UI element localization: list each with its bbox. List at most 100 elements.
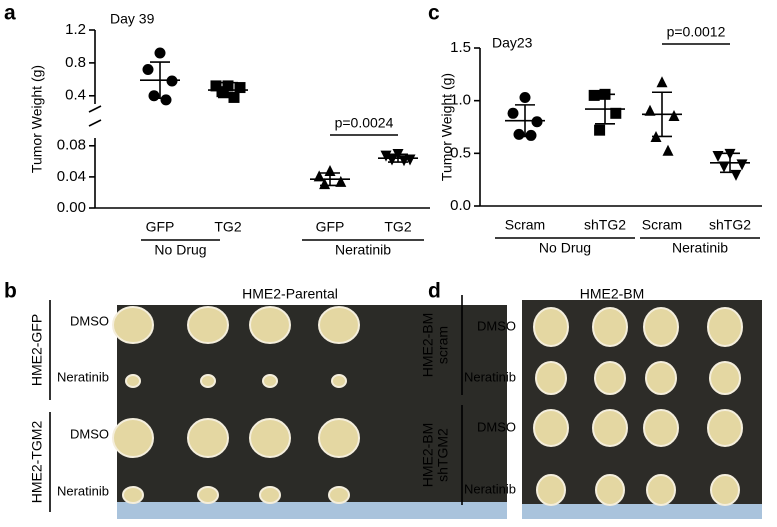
tumor <box>592 409 628 447</box>
axis-break <box>88 105 102 113</box>
tumor <box>112 418 154 458</box>
x-tick-label: shTG2 <box>584 217 626 233</box>
group-label: HME2-BM <box>420 423 436 488</box>
panel-letter: d <box>428 280 441 303</box>
y-tick-label: 1.5 <box>450 39 471 56</box>
x-tick-label: GFP <box>146 219 175 235</box>
row-label: Neratinib <box>57 369 109 384</box>
tumor <box>112 306 154 344</box>
data-point <box>324 164 336 176</box>
row-label: Neratinib <box>464 369 516 384</box>
tumor <box>645 361 677 395</box>
data-point <box>513 128 525 140</box>
data-point <box>519 92 531 104</box>
data-point <box>142 63 154 75</box>
data-point <box>525 129 537 141</box>
tumor <box>594 361 626 395</box>
group-label: No Drug <box>539 240 591 256</box>
data-point <box>335 175 347 187</box>
tumor <box>643 307 679 347</box>
data-point <box>148 90 160 102</box>
tumor <box>122 486 144 504</box>
tumor <box>125 374 141 388</box>
x-tick-label: Scram <box>505 217 545 233</box>
photo-title: HME2-BM <box>580 286 645 302</box>
panel-letter: a <box>4 2 16 25</box>
data-point <box>650 131 662 143</box>
data-point <box>154 47 166 59</box>
panel-letter: c <box>428 2 440 25</box>
group-label: HME2-TGM2 <box>29 421 45 504</box>
tumor <box>187 306 229 344</box>
row-label: DMSO <box>477 318 516 333</box>
row-label: DMSO <box>70 313 109 328</box>
annotation: Day 39 <box>110 11 155 27</box>
row-label: Neratinib <box>464 481 516 496</box>
tumor <box>331 374 347 388</box>
row-label: Neratinib <box>57 483 109 498</box>
data-point <box>662 144 674 156</box>
y-tick-label: 0.8 <box>65 54 86 71</box>
tumor <box>318 418 360 458</box>
data-point <box>644 104 656 116</box>
data-point <box>313 170 325 182</box>
data-point <box>724 148 736 160</box>
data-point <box>712 150 724 162</box>
x-tick-label: TG2 <box>384 219 411 235</box>
tumor <box>249 306 291 344</box>
group-label: Neratinib <box>672 240 728 256</box>
y-axis-label: Tumor Weight (g) <box>439 73 455 181</box>
tumor <box>595 474 625 506</box>
tumor <box>592 307 628 347</box>
y-axis-label: Tumor Weight (g) <box>29 65 45 173</box>
data-point <box>531 116 543 128</box>
p-value: p=0.0012 <box>667 24 726 40</box>
y-tick-label: 0.00 <box>57 199 86 216</box>
axis-break <box>88 119 102 127</box>
row-label: DMSO <box>477 419 516 434</box>
data-point <box>234 82 246 94</box>
annotation: Day23 <box>492 35 533 51</box>
tumor <box>328 486 350 504</box>
tumor <box>533 307 569 347</box>
x-tick-label: GFP <box>316 219 345 235</box>
data-point <box>588 89 600 101</box>
x-tick-label: TG2 <box>214 219 241 235</box>
data-point <box>398 155 410 167</box>
data-point <box>222 80 234 92</box>
data-point <box>656 76 668 88</box>
data-point <box>166 75 178 87</box>
x-tick-label: shTG2 <box>709 217 751 233</box>
x-tick-label: Scram <box>642 217 682 233</box>
tumor <box>262 374 278 388</box>
data-point <box>228 91 240 103</box>
y-tick-label: 0.5 <box>450 144 471 161</box>
data-point <box>730 169 742 181</box>
y-tick-label: 1.0 <box>450 92 471 109</box>
data-point <box>599 88 611 100</box>
tumor <box>535 361 567 395</box>
panel-letter: b <box>4 280 17 303</box>
data-point <box>668 109 680 121</box>
photo-title: HME2-Parental <box>242 286 338 302</box>
data-point <box>160 94 172 106</box>
data-point <box>380 150 392 162</box>
data-point <box>210 80 222 92</box>
tumor <box>710 474 740 506</box>
y-tick-label: 0.4 <box>65 87 86 104</box>
tumor <box>707 307 743 347</box>
group-label: HME2-GFP <box>29 314 45 386</box>
tumor <box>707 409 743 447</box>
group-label: HME2-BM <box>420 313 436 378</box>
data-point <box>386 154 398 166</box>
tumor <box>200 374 216 388</box>
data-point <box>507 107 519 119</box>
y-tick-label: 1.2 <box>65 21 86 38</box>
y-tick-label: 0.04 <box>57 168 86 185</box>
row-label: DMSO <box>70 426 109 441</box>
tumor <box>249 418 291 458</box>
tumor <box>646 474 676 506</box>
photo-b <box>117 305 507 519</box>
y-tick-label: 0.0 <box>450 197 471 214</box>
